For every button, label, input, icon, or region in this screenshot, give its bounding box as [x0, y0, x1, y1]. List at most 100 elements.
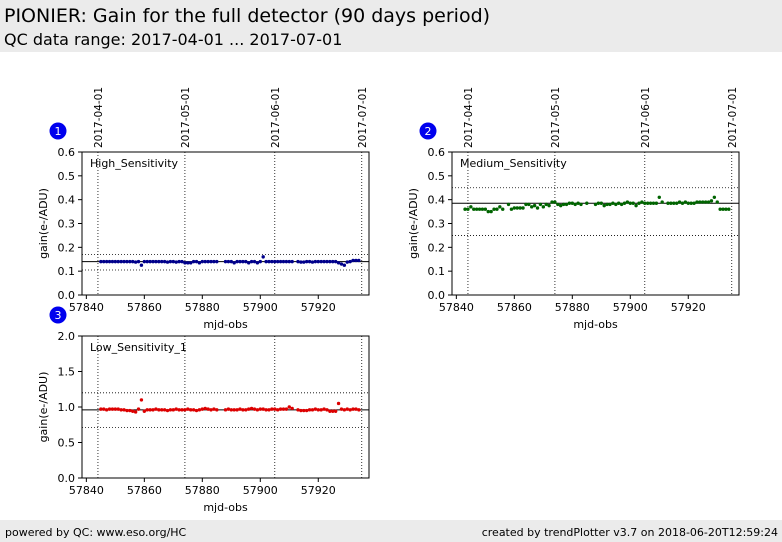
data-point [131, 409, 135, 413]
top-axis-date-label: 2017-05-01 [180, 87, 192, 148]
data-point [252, 407, 257, 411]
data-point [498, 205, 502, 209]
data-point [212, 407, 216, 411]
data-point [351, 407, 355, 411]
panel-number-label: 2 [425, 125, 432, 138]
data-point [145, 259, 149, 264]
data-point [325, 408, 329, 412]
data-point [501, 207, 505, 211]
data-point [357, 258, 361, 263]
data-point [611, 201, 615, 205]
data-point [102, 407, 106, 411]
data-point [342, 263, 347, 267]
data-point [651, 201, 656, 205]
page-title: PIONIER: Gain for the full detector (90 … [4, 5, 491, 27]
data-point [316, 408, 320, 412]
data-point [544, 202, 548, 207]
y-tick-label: 2.0 [58, 330, 76, 343]
data-point [139, 263, 144, 267]
data-point [171, 259, 176, 264]
data-point [232, 408, 236, 412]
data-point [680, 201, 685, 205]
data-point [307, 408, 312, 412]
data-point [209, 259, 213, 264]
data-point [142, 409, 147, 413]
plot-frame [81, 335, 370, 479]
data-point [477, 207, 482, 211]
data-point [689, 201, 693, 205]
data-point [354, 407, 358, 411]
data-point [281, 407, 286, 411]
data-point [281, 259, 286, 264]
data-point [235, 408, 239, 412]
data-point [206, 407, 210, 411]
data-point [637, 201, 641, 205]
data-point [573, 202, 577, 207]
data-point [136, 259, 141, 264]
data-point [183, 408, 187, 412]
data-point [223, 408, 228, 412]
x-axis-label: mjd-obs [203, 318, 248, 331]
chart-panel-2: 2017-04-01 2017-05-01 2017-06-01 2017-07-01… [407, 87, 740, 331]
data-point [238, 259, 242, 264]
data-point [133, 410, 138, 414]
data-point [139, 398, 144, 402]
data-point [122, 408, 126, 412]
data-point [709, 199, 714, 203]
data-point [521, 206, 525, 210]
x-tick-label: 57840 [69, 301, 104, 314]
top-axis-date-label: 2017-07-01 [357, 87, 369, 148]
data-point [310, 408, 315, 412]
data-point [628, 201, 632, 205]
data-point [596, 201, 601, 205]
data-point [319, 408, 323, 412]
top-axis-date-label: 2017-06-01 [640, 87, 652, 148]
x-tick-label: 57840 [69, 484, 104, 497]
x-tick-label: 57880 [185, 484, 220, 497]
data-point [168, 259, 173, 264]
data-point [151, 259, 155, 264]
data-point [287, 259, 291, 264]
data-point [174, 260, 178, 264]
x-tick-label: 57920 [671, 301, 706, 314]
data-point [538, 202, 543, 207]
data-point [160, 259, 164, 264]
data-point [348, 259, 352, 264]
data-point [339, 407, 344, 411]
data-point [99, 259, 103, 264]
data-point [206, 259, 210, 264]
data-point [116, 407, 120, 411]
y-tick-label: 0.5 [58, 437, 76, 450]
data-point [290, 259, 294, 264]
data-point [131, 259, 135, 264]
x-axis-label: mjd-obs [203, 501, 248, 514]
data-point [119, 408, 123, 412]
data-point [189, 408, 193, 412]
data-point [576, 201, 580, 205]
x-axis-label: mjd-obs [573, 318, 618, 331]
data-point [506, 202, 511, 207]
y-axis-label: gain(e-/ADU) [407, 188, 420, 259]
data-point [229, 408, 233, 412]
data-point [215, 408, 219, 412]
data-point [567, 201, 572, 205]
x-tick-label: 57880 [555, 301, 590, 314]
data-point [200, 259, 205, 264]
data-point [273, 259, 277, 264]
data-point [267, 259, 271, 264]
data-point [345, 407, 349, 411]
data-point [189, 261, 193, 265]
data-point [706, 200, 711, 204]
data-point [486, 209, 490, 214]
data-point [110, 407, 115, 411]
data-point [122, 259, 126, 264]
y-tick-label: 0.2 [428, 241, 446, 254]
data-point [275, 408, 280, 412]
data-point [99, 407, 103, 411]
y-tick-label: 0.0 [58, 472, 76, 485]
x-tick-label: 57920 [301, 301, 336, 314]
data-point [564, 202, 569, 207]
data-point [561, 202, 566, 207]
data-point [270, 259, 274, 264]
data-point [287, 405, 291, 409]
